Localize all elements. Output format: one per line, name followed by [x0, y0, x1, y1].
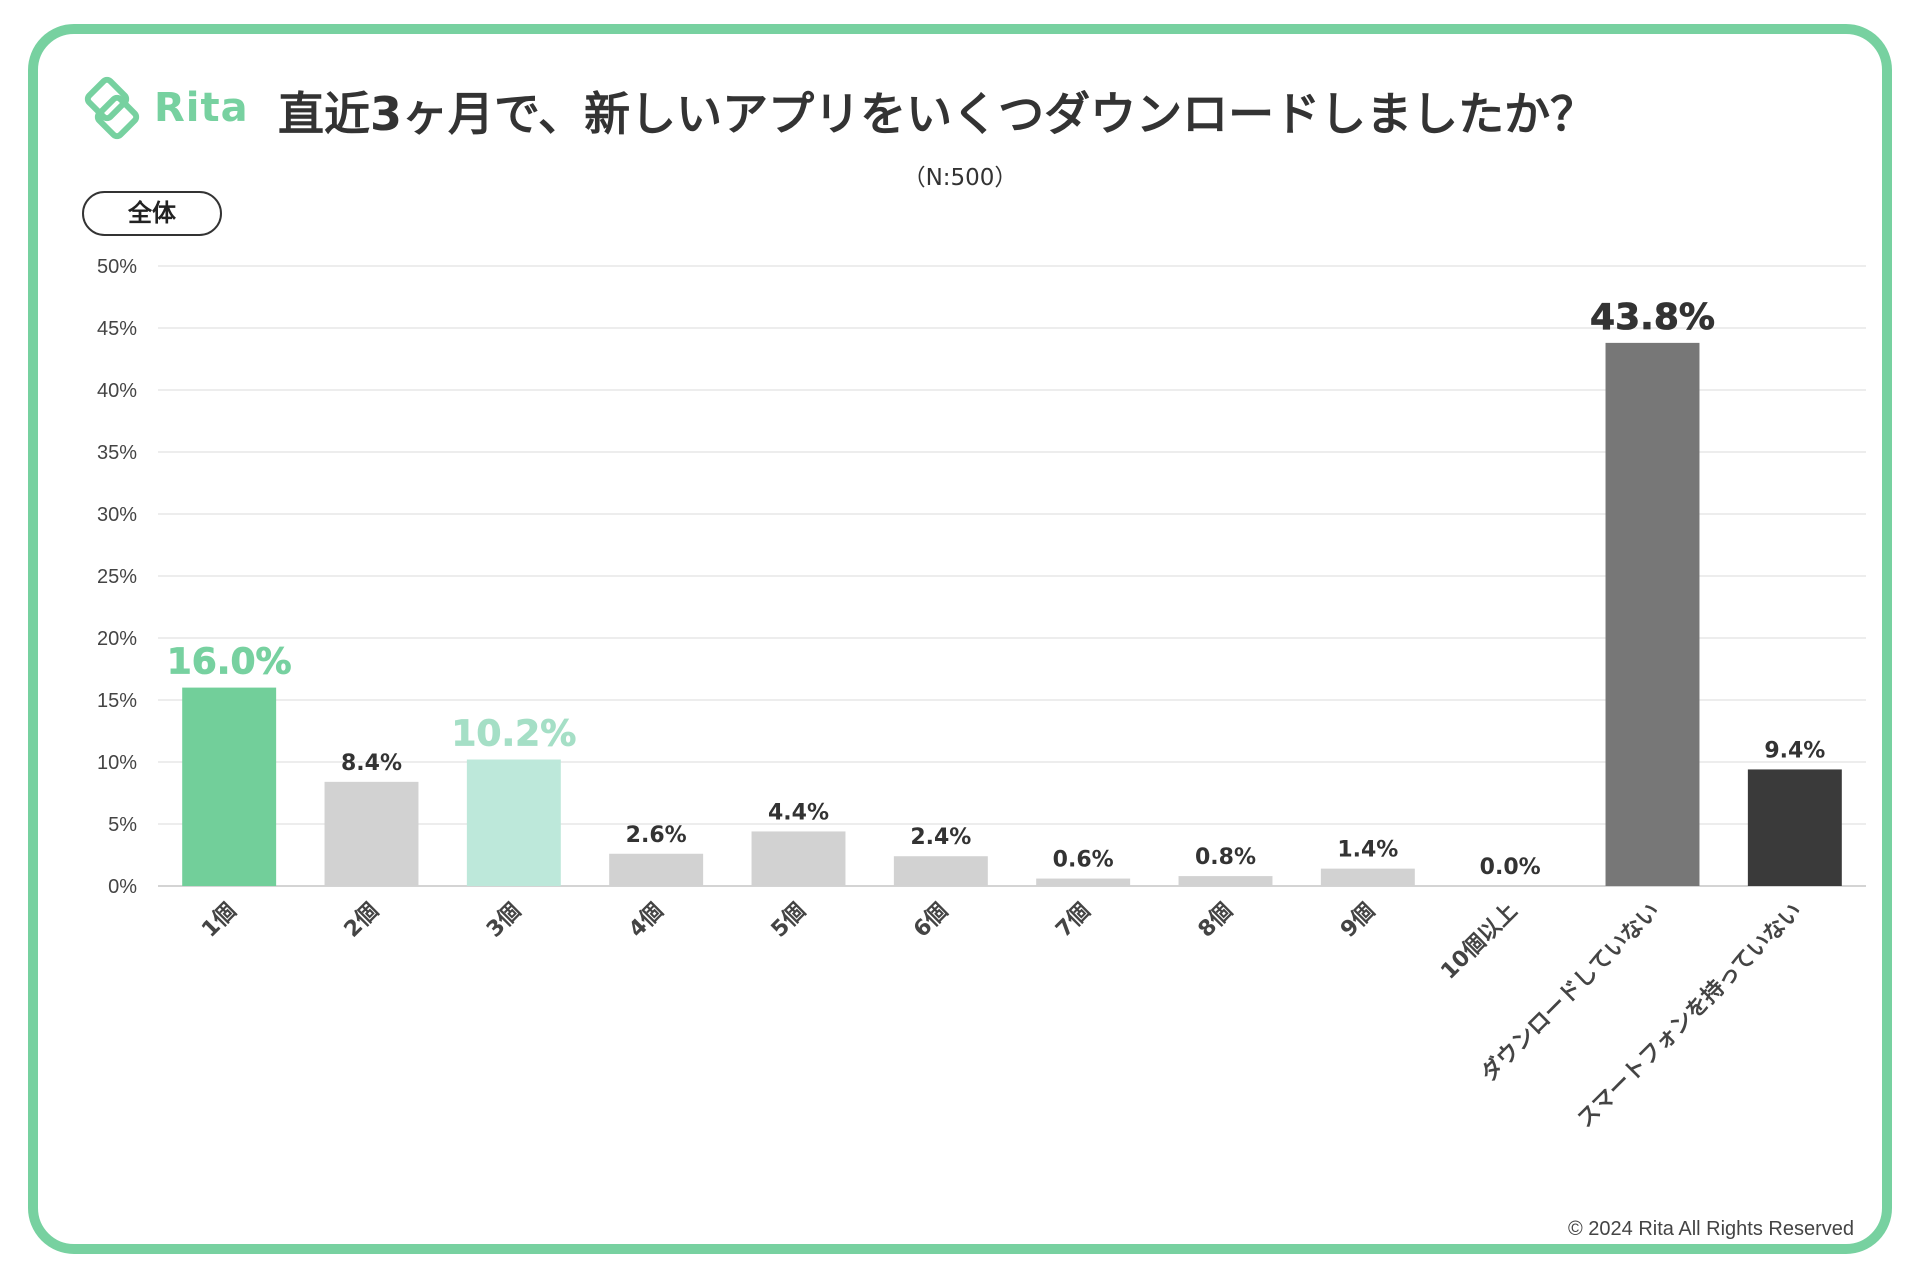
bar [609, 853, 704, 886]
data-label: 4.4% [768, 800, 829, 825]
data-label: 0.6% [1053, 848, 1114, 873]
y-tick-label: 35% [97, 442, 137, 464]
bar [751, 831, 846, 886]
page-title: 直近3ヶ月で、新しいアプリをいくつダウンロードしましたか？ [278, 87, 1597, 141]
bar [182, 687, 277, 886]
data-label: 43.8% [1590, 297, 1715, 338]
x-tick-label: 1個 [197, 899, 241, 943]
data-label: 10.2% [451, 714, 576, 755]
copyright-notice: © 2024 Rita All Rights Reserved [1568, 1218, 1854, 1240]
x-tick-label: 9個 [1336, 899, 1380, 943]
y-tick-label: 20% [97, 628, 137, 650]
brand-logo: Rita [80, 76, 249, 140]
bar [1320, 868, 1415, 886]
y-tick-label: 0% [108, 876, 137, 898]
y-tick-label: 15% [97, 690, 137, 712]
data-label: 0.0% [1480, 855, 1541, 880]
rita-logo-icon [84, 76, 140, 140]
brand-name: Rita [154, 85, 249, 131]
card-frame [28, 24, 1892, 1254]
bar [466, 759, 561, 886]
data-label: 9.4% [1764, 738, 1825, 763]
data-label: 2.4% [910, 825, 971, 850]
bar [1178, 876, 1273, 886]
x-tick-label: 4個 [624, 899, 668, 943]
x-tick-label: 7個 [1051, 899, 1095, 943]
x-tick-label: 5個 [767, 899, 811, 943]
y-tick-label: 50% [97, 256, 137, 278]
y-tick-label: 30% [97, 504, 137, 526]
bar [1747, 769, 1842, 886]
data-label: 16.0% [167, 642, 292, 683]
x-tick-label: 10個以上 [1436, 899, 1522, 985]
y-tick-label: 40% [97, 380, 137, 402]
x-tick-label: 2個 [340, 899, 384, 943]
x-tick-label: 8個 [1194, 899, 1238, 943]
x-tick-label: スマートフォンを持っていない [1573, 899, 1807, 1133]
segment-pill: 全体 [82, 191, 222, 236]
bar [893, 856, 988, 886]
y-tick-label: 5% [108, 814, 137, 836]
data-label: 1.4% [1337, 838, 1398, 863]
x-tick-label: 6個 [909, 899, 953, 943]
y-tick-label: 45% [97, 318, 137, 340]
y-tick-label: 25% [97, 566, 137, 588]
bar [1036, 878, 1131, 886]
y-tick-label: 10% [97, 752, 137, 774]
bar [324, 781, 419, 886]
sample-size-label: （N:500） [902, 165, 1018, 191]
data-label: 2.6% [626, 823, 687, 848]
x-tick-label: 3個 [482, 899, 526, 943]
data-label: 0.8% [1195, 845, 1256, 870]
bar [1605, 342, 1700, 886]
data-label: 8.4% [341, 751, 402, 776]
